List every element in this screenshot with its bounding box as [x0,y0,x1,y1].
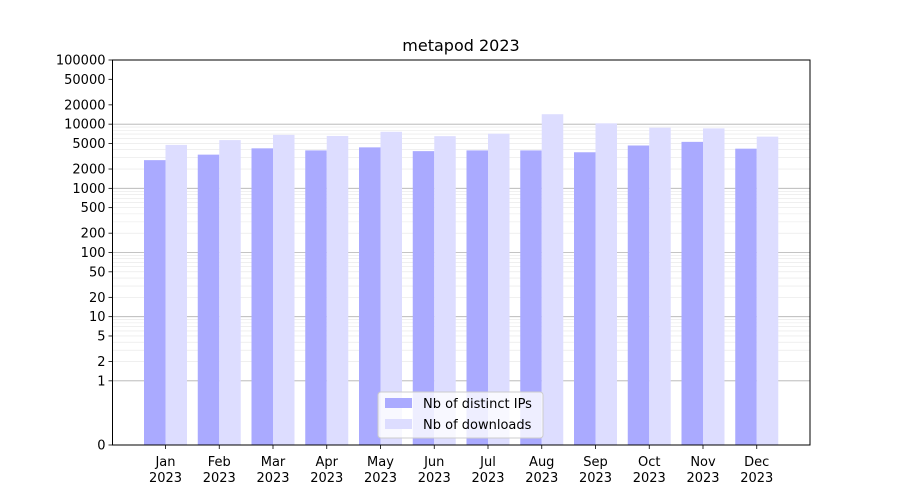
bar-distinct-ips [305,150,327,446]
bar-downloads [219,140,241,445]
bar-downloads [165,144,187,445]
bar-downloads [326,135,349,445]
y-tick-label: 100 [81,246,106,261]
x-axis: Jan 2023 Feb 2023 Mar 2023 Apr 2023 May 2023 Jun 20… [149,445,773,486]
bar-downloads [756,136,779,445]
y-tick-label: 2 [97,355,105,370]
x-tick-label: Mar 2023 [256,455,289,486]
bars-layer [144,114,779,446]
bar-distinct-ips [144,160,166,445]
y-tick-label: 10 [89,310,106,325]
legend-swatch-downloads [385,419,412,429]
y-tick-label: 50 [89,265,106,280]
y-tick-label: 0 [97,439,105,454]
x-tick-label: Nov 2023 [686,455,719,486]
x-tick-label: Jul 2023 [471,455,504,486]
bar-downloads [273,134,295,446]
legend-box [377,391,544,439]
y-tick-label: 2000 [72,163,105,178]
y-tick-label: 500 [81,201,106,216]
x-tick-label: Jun 2023 [418,455,451,486]
y-axis: 0 1 2 5 10 20 50 100 200 500 1000 2000 5000 10000 2000… [56,54,113,454]
y-tick-label: 100000 [56,54,106,69]
legend: Nb of distinct IPs Nb of downloads [377,391,544,439]
x-tick-label: Jan 2023 [149,455,182,486]
x-tick-label: Aug 2023 [525,455,558,486]
bar-downloads [541,114,564,445]
bar-distinct-ips [735,148,757,446]
bar-downloads [703,128,725,445]
bar-downloads [488,133,510,445]
x-tick-label: Dec 2023 [740,455,773,486]
bar-distinct-ips [251,148,273,446]
y-tick-label: 200 [81,227,106,242]
bar-downloads [434,136,456,445]
legend-label-distinct-ips: Nb of distinct IPs [423,397,532,412]
bar-distinct-ips [520,150,542,446]
bar-distinct-ips [466,150,488,446]
x-tick-label: Apr 2023 [310,455,343,486]
y-tick-label: 5000 [72,137,105,152]
bar-distinct-ips [359,147,381,446]
bar-distinct-ips [197,154,220,446]
x-tick-label: Oct 2023 [633,455,666,486]
legend-label-downloads: Nb of downloads [423,418,532,433]
bar-distinct-ips [574,152,596,445]
y-tick-label: 1 [97,374,105,389]
x-tick-label: Feb 2023 [203,455,236,486]
bar-distinct-ips [681,141,703,446]
y-tick-label: 5 [97,329,105,344]
bar-downloads [595,123,617,445]
chart-title: metapod 2023 [402,36,519,55]
bar-downloads [380,131,402,446]
bar-distinct-ips [627,145,650,445]
x-tick-label: May 2023 [364,455,397,486]
y-tick-label: 1000 [72,182,105,197]
legend-swatch-distinct-ips [385,398,412,408]
y-tick-label: 20000 [64,98,105,113]
y-tick-label: 10000 [64,118,105,133]
x-tick-label: Sep 2023 [579,455,612,486]
y-tick-label: 50000 [64,73,105,88]
y-tick-label: 20 [89,291,106,306]
bar-downloads [649,127,671,445]
bar-distinct-ips [412,151,435,445]
